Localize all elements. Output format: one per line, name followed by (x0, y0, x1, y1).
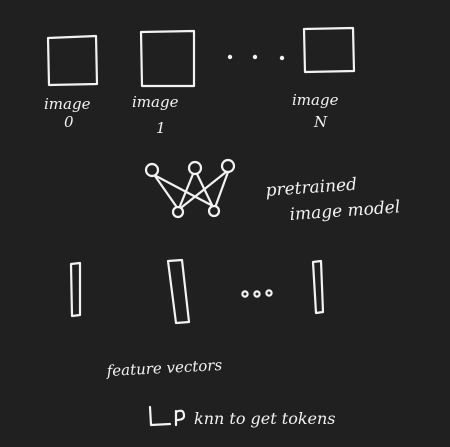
image-0-label: image (44, 95, 91, 113)
ellipsis-vectors (241, 289, 273, 298)
feature-vectors (69, 258, 325, 325)
network-edge (214, 170, 230, 207)
image-0-group: image 0 (44, 34, 99, 131)
image-1-box (139, 29, 196, 88)
network-edge (180, 170, 228, 209)
network-edge (154, 174, 213, 207)
dot (279, 55, 285, 61)
model-label-line1: pretrained (265, 175, 358, 201)
model-label-line2: image model (289, 197, 401, 225)
image-1-index: 1 (156, 119, 166, 137)
image-1-group: image 1 (132, 29, 196, 137)
p-glyph (174, 409, 186, 427)
image-n-box (302, 26, 356, 74)
dot (241, 290, 249, 298)
knn-row: knn to get tokens (148, 405, 336, 428)
network-edge (153, 174, 178, 208)
dot (265, 289, 273, 297)
network-node-bottom-2 (207, 204, 221, 218)
network-node-bottom-1 (171, 205, 185, 219)
image-1-label: image (132, 93, 179, 111)
dot (227, 54, 233, 60)
network-node-top-1 (144, 162, 160, 178)
network-node-top-2 (187, 160, 203, 176)
feature-vector-n (311, 259, 325, 315)
feature-vectors-label: feature vectors (105, 356, 223, 380)
dot (253, 290, 261, 298)
image-0-index: 0 (64, 113, 74, 131)
feature-vector-1 (166, 258, 191, 325)
dot (252, 54, 258, 60)
feature-vector-0 (69, 261, 82, 318)
network-edge (178, 172, 195, 208)
image-n-label: image (292, 91, 339, 109)
return-arrow-icon (148, 405, 172, 427)
image-n-index: N (313, 113, 328, 131)
network-node-top-3 (220, 158, 236, 174)
image-n-group: image N (292, 26, 356, 131)
knn-label: knn to get tokens (194, 409, 336, 428)
ellipsis-top (227, 54, 285, 61)
pretrained-model-network (144, 158, 236, 219)
image-0-box (46, 34, 99, 87)
